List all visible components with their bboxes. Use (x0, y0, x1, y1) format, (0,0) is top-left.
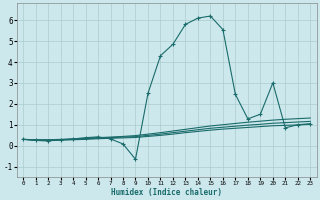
X-axis label: Humidex (Indice chaleur): Humidex (Indice chaleur) (111, 188, 222, 197)
